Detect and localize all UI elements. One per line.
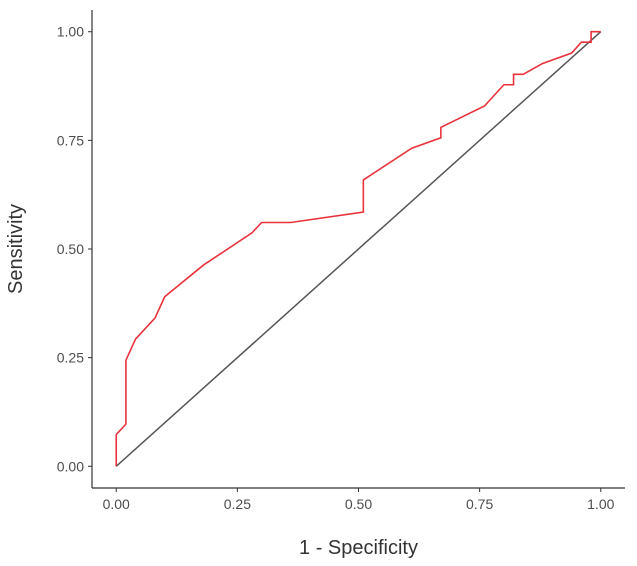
reference-diagonal-line: [115, 31, 602, 467]
x-tick-label: 0.75: [466, 496, 493, 512]
y-tick-label: 0.50: [57, 241, 84, 257]
y-tick-label: 0.75: [57, 132, 84, 148]
roc-curve-line: [115, 30, 601, 467]
x-tick-label: 1.00: [587, 496, 614, 512]
x-axis-title: 1 - Specificity: [299, 537, 418, 559]
x-tick-label: 0.50: [345, 496, 372, 512]
y-tick-label: 1.00: [57, 24, 84, 40]
x-axis-ticks: 0.00 0.25 0.50 0.75 1.00: [103, 488, 615, 512]
y-tick-label: 0.25: [57, 350, 84, 366]
x-tick-label: 0.25: [224, 496, 251, 512]
x-tick-label: 0.00: [103, 496, 130, 512]
y-axis-ticks: 0.00 0.25 0.50 0.75 1.00: [57, 24, 92, 474]
plot-area: [115, 30, 602, 467]
y-tick-label: 0.00: [57, 458, 84, 474]
y-axis-title: Sensitivity: [5, 204, 27, 294]
